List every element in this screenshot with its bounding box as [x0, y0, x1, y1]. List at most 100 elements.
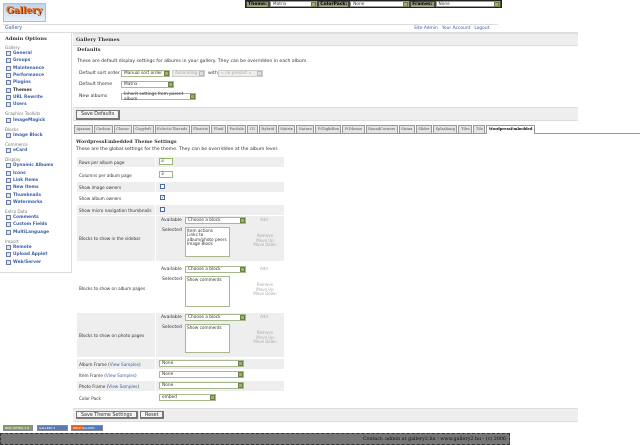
sidebar-item-image-block[interactable]: Image Block: [5, 132, 66, 139]
save-theme-settings-button[interactable]: Save Theme Settings: [76, 411, 139, 419]
sidebar-item-themes[interactable]: Themes: [5, 86, 66, 93]
view-samples-link[interactable]: View Samples: [108, 383, 138, 389]
sidebar-item-custom-fields[interactable]: Custom Fields: [5, 221, 66, 228]
tab-classic[interactable]: Classic: [113, 125, 132, 133]
add-button[interactable]: Add: [260, 314, 268, 319]
rows-input[interactable]: 3: [159, 158, 173, 165]
tab-fluid[interactable]: Fluid: [211, 125, 227, 133]
sidebar-available-select[interactable]: Choose a block: [185, 217, 246, 224]
sidebar-item-watermarks[interactable]: Watermarks: [5, 199, 66, 206]
sidebar-item-maintenance[interactable]: Maintenance: [5, 65, 66, 72]
tab-tiles[interactable]: Tiles: [458, 125, 473, 133]
tab-copyleft[interactable]: Copyleft: [132, 125, 154, 133]
album-selected-list[interactable]: Show comments: [185, 276, 230, 307]
tab-wordpressembedded[interactable]: WordpressEmbedded: [486, 125, 535, 134]
selected-block-item[interactable]: Image Block: [187, 241, 213, 247]
sidebar-item-plugins[interactable]: Plugins: [5, 79, 66, 86]
sidebar-item-multilanguage[interactable]: MultiLanguage: [5, 229, 66, 236]
sidebar-item-performance[interactable]: Performance: [5, 72, 66, 79]
site-admin-link[interactable]: Site Admin: [414, 26, 438, 31]
sidebar-item-new-items[interactable]: New Items: [5, 184, 66, 191]
tab-roundcorners[interactable]: RoundCorners: [365, 125, 398, 133]
album-available-select[interactable]: Choose a block: [185, 266, 246, 273]
sidebar-item-dynamic-albums[interactable]: Dynamic Albums: [5, 162, 66, 169]
tab-nature[interactable]: Nature: [296, 125, 315, 133]
remove-button[interactable]: Remove: [256, 233, 274, 238]
your-account-link[interactable]: Your Account: [441, 26, 471, 31]
move-up-button[interactable]: Move Up: [256, 237, 274, 243]
move-down-button[interactable]: Move Down: [253, 242, 277, 248]
selected-block-item[interactable]: Links to album/photo peers: [187, 232, 227, 242]
sort-direction-select[interactable]: Ascending: [172, 70, 205, 77]
logout-link[interactable]: Logout: [474, 26, 490, 31]
tab-carbon[interactable]: Carbon: [93, 125, 113, 133]
sidebar-item-label: Image Block: [13, 132, 43, 138]
sidebar-item-remote[interactable]: Remote: [5, 244, 66, 251]
save-defaults-button[interactable]: Save Defaults: [76, 110, 121, 120]
help-gallery-badge[interactable]: HELP GALLERY: [71, 425, 103, 431]
add-button[interactable]: Add: [260, 266, 268, 271]
sidebar-item-groups[interactable]: Groups: [5, 57, 66, 64]
selected-block-item[interactable]: Item actions: [187, 228, 213, 233]
tab-splashang[interactable]: Splashang: [433, 125, 458, 133]
sidebar-item-web-server[interactable]: Web/Server: [5, 259, 66, 266]
move-down-button[interactable]: Move Down: [253, 339, 277, 345]
colorpack-select[interactable]: None: [350, 1, 410, 7]
tab-ajaxian[interactable]: Ajaxian: [74, 125, 93, 133]
sidebar-item-imagemagick[interactable]: ImageMagick: [5, 116, 66, 123]
photo-available-select[interactable]: Choose a block: [185, 314, 246, 321]
tab-eclecticthreads[interactable]: EclecticThreads: [154, 125, 190, 133]
sidebar-item-link-items[interactable]: Link Items: [5, 177, 66, 184]
gallery-logo[interactable]: Gallery: [3, 3, 46, 22]
tab-hybrid[interactable]: Hybrid: [258, 125, 277, 133]
breadcrumb-gallery[interactable]: Gallery: [5, 26, 23, 31]
tab-porsale[interactable]: PorSale: [227, 125, 247, 133]
sidebar-item-ecard[interactable]: eCard: [5, 147, 66, 154]
tab-pglightbox[interactable]: PGlightBox: [315, 125, 342, 133]
tab-tile[interactable]: Tile: [473, 125, 486, 133]
view-samples-link[interactable]: View Samples: [109, 361, 139, 367]
default-theme-select[interactable]: Matrix: [121, 81, 174, 88]
sidebar-item-general[interactable]: General: [5, 50, 66, 57]
move-down-button[interactable]: Move Down: [253, 291, 277, 297]
tab-pgtheme[interactable]: PGtheme: [342, 125, 365, 133]
sidebar-selected-list[interactable]: Item actions Links to album/photo peers Im…: [185, 227, 230, 257]
tab-floatrix[interactable]: Floatrix: [190, 125, 211, 133]
add-button[interactable]: Add: [260, 217, 268, 222]
gallery-badge[interactable]: GALLERY 2: [37, 425, 68, 431]
item-frame-select[interactable]: None: [159, 371, 244, 378]
presort-select[interactable]: « no presort »: [218, 70, 263, 77]
reset-button[interactable]: Reset: [140, 411, 165, 419]
w3c-badge[interactable]: W3C XHTML 1.0: [3, 425, 33, 431]
move-up-button[interactable]: Move Up: [256, 334, 274, 340]
sidebar-item-upload-applet[interactable]: Upload Applet: [5, 251, 66, 258]
sidebar-item-users[interactable]: Users: [5, 101, 66, 108]
color-pack-select[interactable]: embed: [159, 394, 216, 401]
frames-select[interactable]: None: [435, 1, 500, 7]
sidebar-item-icons[interactable]: Icons: [5, 170, 66, 177]
photo-selected-list[interactable]: Show comments: [185, 324, 230, 353]
theme-select[interactable]: Matrix: [269, 1, 318, 7]
remove-button[interactable]: Remove: [256, 282, 274, 287]
new-albums-select[interactable]: Inherit settings from parent album: [121, 92, 196, 102]
tab-matrix[interactable]: Matrix: [277, 125, 296, 133]
selected-block-item[interactable]: Show comments: [187, 325, 222, 330]
album-frame-select[interactable]: None: [159, 360, 244, 367]
view-samples-link[interactable]: View Samples: [105, 372, 136, 378]
show-album-owners-checkbox[interactable]: ✔: [160, 195, 165, 200]
move-up-button[interactable]: Move Up: [256, 286, 274, 292]
sidebar-item-thumbnails[interactable]: Thumbnails: [5, 191, 66, 198]
photo-frame-select[interactable]: None: [159, 382, 244, 389]
remove-button[interactable]: Remove: [256, 330, 274, 335]
sort-order-select[interactable]: Manual sort order: [121, 70, 170, 77]
tab-slider[interactable]: Slider: [415, 125, 433, 133]
sidebar-item-url-rewrite[interactable]: URL Rewrite: [5, 94, 66, 101]
show-album-owners-row: Show album owners ✔: [77, 193, 284, 203]
tab-g1[interactable]: G1: [247, 125, 258, 133]
micro-nav-checkbox[interactable]: [160, 207, 165, 212]
show-image-owners-checkbox[interactable]: [160, 184, 165, 189]
columns-input[interactable]: 3: [159, 171, 173, 178]
sidebar-item-comments[interactable]: Comments: [5, 214, 66, 221]
tab-siriux[interactable]: Siriux: [398, 125, 415, 133]
selected-block-item[interactable]: Show comments: [187, 277, 222, 282]
